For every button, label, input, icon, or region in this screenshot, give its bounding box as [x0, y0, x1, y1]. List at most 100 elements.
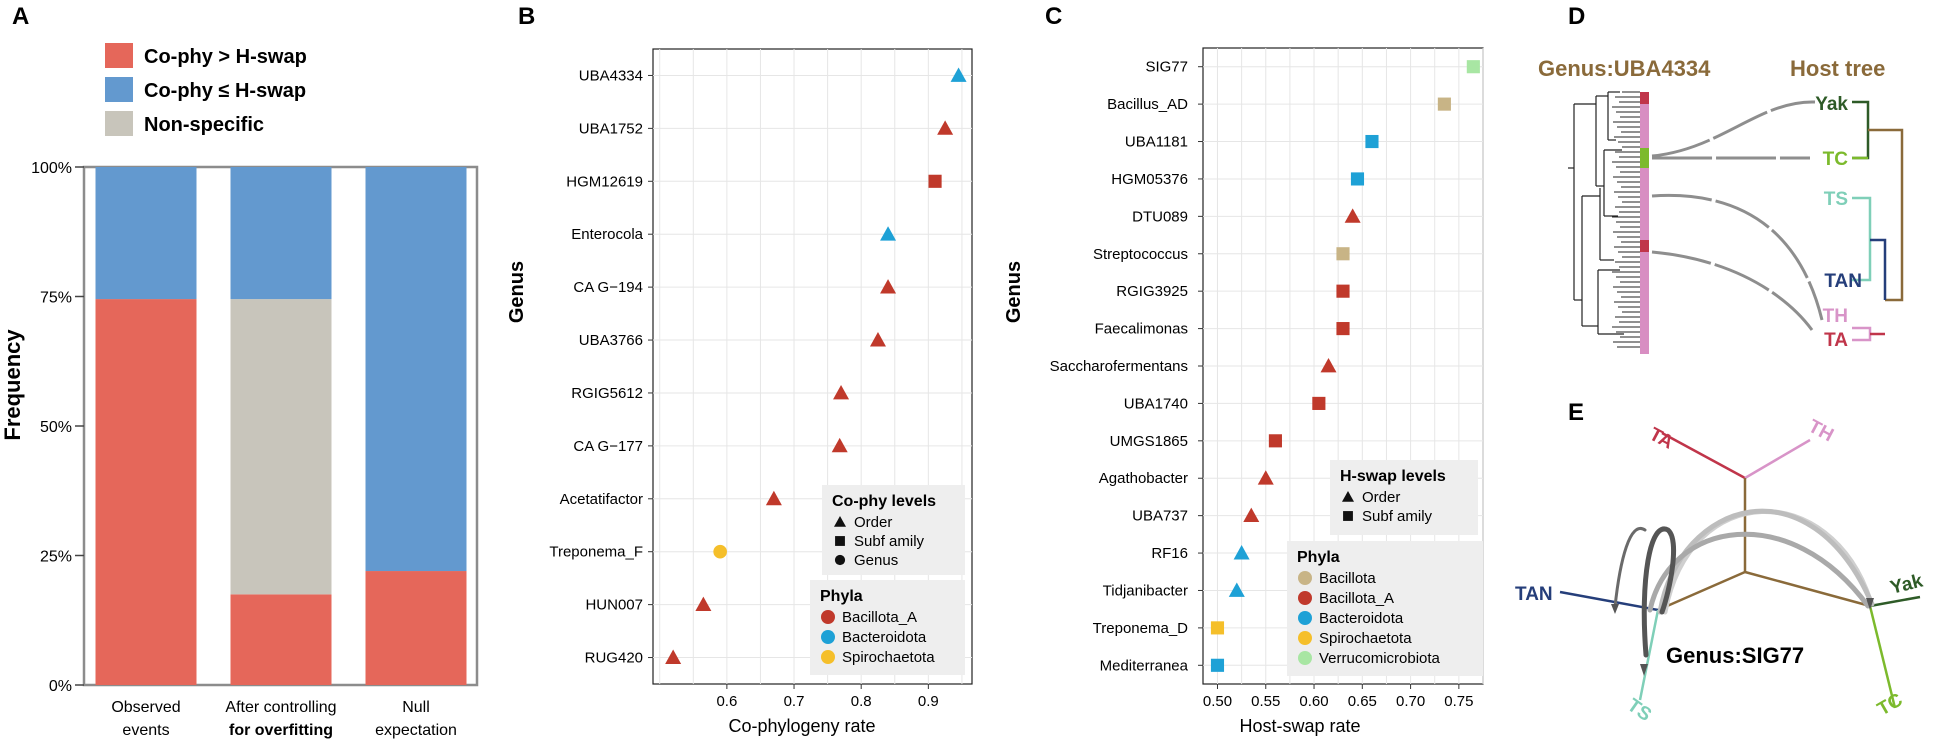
panel-d-cophylogeny-tanglegram: Genus:UBA4334 Host tree: [1538, 56, 1904, 354]
c-point-tidjanibacter: [1228, 582, 1245, 597]
b-ylabel-rug420: RUG420: [585, 650, 643, 667]
c-ylabel-streptococcus: Streptococcus: [1093, 246, 1188, 263]
bar-co-phy-h-swap-0: [95, 167, 197, 300]
host-color-strip-ta-2: [1640, 240, 1649, 252]
bar-co-phy-h-swap-1: [230, 594, 332, 685]
b-ylabel-enterocola: Enterocola: [571, 226, 643, 243]
c-color-legend-dot-verrucomicrobiota: [1298, 651, 1312, 665]
c-ylabel-agathobacter: Agathobacter: [1099, 470, 1188, 487]
host-phylogeny-tree: [1852, 100, 1904, 342]
c-ylabel-rgig3925: RGIG3925: [1116, 283, 1188, 300]
panel-e-host-network: TA TH TAN Yak TS TC Genus:SIG77: [1515, 416, 1925, 726]
host-swap-arcs: [1613, 508, 1875, 658]
unrooted-host-tree: [1559, 431, 1921, 709]
host-label-tc: TC: [1823, 149, 1849, 170]
b-ylabel-ca-g-194: CA G−194: [573, 279, 643, 296]
a-xlabel-line1-2: Null: [402, 699, 430, 716]
host-color-strip-tc: [1640, 148, 1649, 168]
a-ytick-label-3: 75%: [40, 290, 72, 307]
a-ytick-label-2: 50%: [40, 419, 72, 436]
legend-label-cophy-greater: Co-phy > H-swap: [144, 46, 307, 68]
c-color-legend-label-bacteroidota: Bacteroidota: [1319, 610, 1404, 627]
c-color-legend-dot-spirochaetota: [1298, 631, 1312, 645]
bar-co-phy-h-swap-2: [365, 167, 467, 572]
c-ylabel-rf16: RF16: [1151, 545, 1188, 562]
c-xtick-label-5: 0.75: [1444, 693, 1473, 710]
panel-c-hostswap-scatter: SIG77 Bacillus_AD UBA1181 HGM05376 DTU089 Str…: [1003, 47, 1484, 736]
a-xlabel-line2-0: events: [122, 722, 169, 739]
c-color-legend-title: Phyla: [1297, 549, 1340, 566]
b-point-ca-g-177: [831, 437, 848, 453]
c-point-agathobacter: [1257, 470, 1274, 485]
legend-swatch-non-specific: [105, 111, 133, 136]
a-ytick-label-1: 25%: [40, 549, 72, 566]
panel-label-b: B: [518, 3, 535, 30]
c-point-bacillus-ad: [1437, 97, 1451, 111]
legend-swatch-cophy-less-equal: [105, 77, 133, 102]
b-color-legend-dot-bacillota-a: [821, 610, 835, 624]
b-xtick-label-0: 0.6: [716, 693, 737, 710]
c-ylabel-umgs1865: UMGS1865: [1110, 433, 1188, 450]
b-color-legend-dot-spirochaetota: [821, 650, 835, 664]
legend-label-non-specific: Non-specific: [144, 114, 264, 136]
b-shape-legend-marker-2: [834, 554, 846, 566]
host-color-strip: [1640, 92, 1649, 354]
a-xlabel-line1-0: Observed: [111, 699, 180, 716]
panel-d-host-tree-title: Host tree: [1790, 56, 1885, 81]
c-xtick-label-2: 0.60: [1299, 693, 1328, 710]
b-ylabel-uba4334: UBA4334: [579, 67, 643, 84]
bar-co-phy-h-swap-1: [230, 167, 332, 300]
c-point-streptococcus: [1336, 247, 1350, 261]
c-point-sig77: [1466, 60, 1480, 74]
b-point-hun007: [695, 596, 712, 612]
panel-label-e: E: [1568, 399, 1584, 426]
c-ylabel-sig77: SIG77: [1145, 59, 1188, 76]
legend-label-cophy-less-equal: Co-phy ≤ H-swap: [144, 80, 306, 102]
b-point-uba4334: [950, 67, 967, 82]
a-ytick-label-0: 0%: [49, 678, 72, 695]
c-color-legend-label-bacillota-a: Bacillota_A: [1319, 590, 1394, 607]
b-shape-legend-marker-1: [835, 536, 845, 546]
a-xlabel-line2-2: expectation: [375, 722, 457, 739]
host-label-ta: TA: [1824, 330, 1848, 351]
c-ylabel-uba1740: UBA1740: [1124, 395, 1188, 412]
arc-arrowhead-tan: [1611, 604, 1619, 614]
a-ytick-label-4: 100%: [31, 160, 72, 177]
tangle-links: [1651, 100, 1824, 331]
b-shape-legend-label-0: Order: [854, 514, 892, 531]
b-color-legend-label-spirochaetota: Spirochaetota: [842, 649, 935, 666]
genus-tree-tips: [1612, 91, 1640, 348]
panel-a-stacked-bar-chart: Co-phy > H-swap Co-phy ≤ H-swap Non-spec…: [0, 43, 479, 739]
host-label-th: TH: [1823, 306, 1848, 327]
b-ylabel-uba3766: UBA3766: [579, 332, 643, 349]
b-point-rgig5612: [833, 384, 850, 400]
c-point-uba1181: [1365, 134, 1379, 149]
c-shape-legend-marker-0: [1342, 491, 1354, 502]
c-point-mediterranea: [1210, 658, 1225, 672]
c-xtick-label-3: 0.65: [1348, 693, 1377, 710]
panel-b-y-axis-title: Genus: [506, 261, 528, 323]
b-ylabel-rgig5612: RGIG5612: [571, 385, 643, 402]
b-point-treponema-f: [713, 544, 727, 559]
b-ylabel-acetatifactor: Acetatifactor: [560, 491, 643, 508]
c-xtick-label-0: 0.50: [1203, 693, 1232, 710]
b-color-legend-box: [810, 580, 965, 675]
b-shape-legend-label-2: Genus: [854, 552, 898, 569]
c-color-legend-box: [1287, 541, 1483, 676]
panel-b-cophylogeny-scatter: UBA4334 UBA1752 HGM12619 Enterocola CA G−194…: [506, 48, 973, 736]
b-point-hgm12619: [928, 174, 942, 188]
b-point-rug420: [665, 649, 682, 664]
b-ylabel-hgm12619: HGM12619: [566, 173, 643, 190]
c-ylabel-hgm05376: HGM05376: [1111, 171, 1188, 188]
b-ylabel-treponema-f: Treponema_F: [549, 544, 643, 561]
host-label-yak: Yak: [1815, 94, 1848, 115]
c-point-rf16: [1233, 545, 1250, 560]
c-xtick-label-1: 0.55: [1251, 693, 1280, 710]
network-label-tan: TAN: [1515, 584, 1553, 605]
network-label-yak: Yak: [1888, 570, 1925, 598]
c-ylabel-dtu089: DTU089: [1132, 208, 1188, 225]
c-point-treponema-d: [1210, 621, 1225, 635]
panel-a-y-axis-title: Frequency: [0, 329, 25, 441]
c-color-legend-label-bacillota: Bacillota: [1319, 570, 1376, 587]
